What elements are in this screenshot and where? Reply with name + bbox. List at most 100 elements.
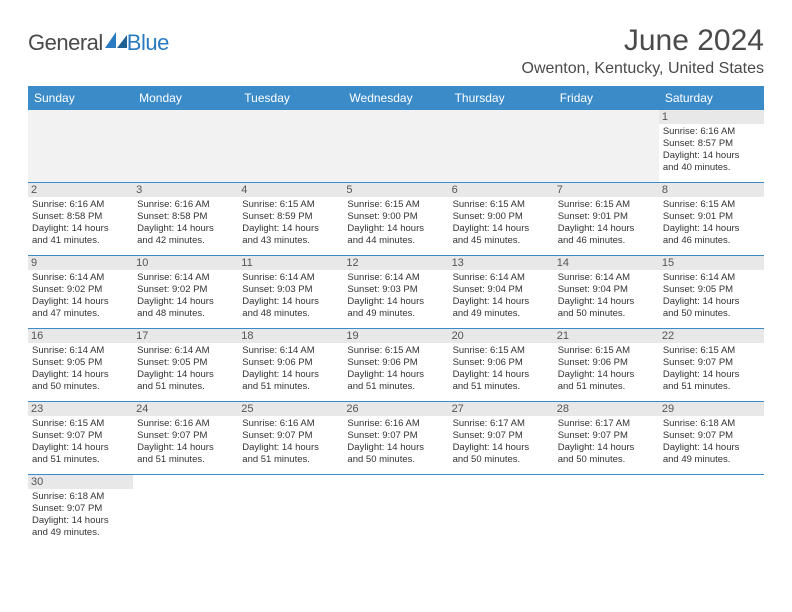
daylight-line: and 51 minutes.	[558, 381, 655, 393]
daylight-line: and 49 minutes.	[32, 527, 129, 539]
daylight-line: and 50 minutes.	[663, 308, 760, 320]
calendar-cell: 8Sunrise: 6:15 AMSunset: 9:01 PMDaylight…	[659, 183, 764, 255]
day-number: 1	[659, 110, 764, 124]
calendar-cell: 19Sunrise: 6:15 AMSunset: 9:06 PMDayligh…	[343, 329, 448, 401]
daylight-line: Daylight: 14 hours	[347, 223, 444, 235]
calendar-cell: 17Sunrise: 6:14 AMSunset: 9:05 PMDayligh…	[133, 329, 238, 401]
day-number: 28	[554, 402, 659, 416]
calendar-row: 16Sunrise: 6:14 AMSunset: 9:05 PMDayligh…	[28, 329, 764, 402]
weekday-header: Saturday	[659, 86, 764, 110]
daylight-line: Daylight: 14 hours	[347, 442, 444, 454]
daylight-line: and 51 minutes.	[137, 381, 234, 393]
daylight-line: Daylight: 14 hours	[663, 150, 760, 162]
calendar-cell-blank	[449, 110, 554, 182]
calendar-cell-blank	[449, 475, 554, 547]
daylight-line: and 44 minutes.	[347, 235, 444, 247]
calendar-cell-blank	[238, 475, 343, 547]
day-number: 13	[449, 256, 554, 270]
calendar-cell: 29Sunrise: 6:18 AMSunset: 9:07 PMDayligh…	[659, 402, 764, 474]
daylight-line: Daylight: 14 hours	[663, 296, 760, 308]
daylight-line: and 47 minutes.	[32, 308, 129, 320]
calendar-cell: 10Sunrise: 6:14 AMSunset: 9:02 PMDayligh…	[133, 256, 238, 328]
day-number: 23	[28, 402, 133, 416]
sunset-line: Sunset: 9:07 PM	[347, 430, 444, 442]
daylight-line: Daylight: 14 hours	[137, 296, 234, 308]
daylight-line: and 51 minutes.	[663, 381, 760, 393]
daylight-line: and 48 minutes.	[242, 308, 339, 320]
day-number: 11	[238, 256, 343, 270]
calendar-cell: 23Sunrise: 6:15 AMSunset: 9:07 PMDayligh…	[28, 402, 133, 474]
calendar-cell-blank	[659, 475, 764, 547]
daylight-line: and 51 minutes.	[32, 454, 129, 466]
daylight-line: and 50 minutes.	[32, 381, 129, 393]
sunset-line: Sunset: 9:02 PM	[32, 284, 129, 296]
daylight-line: and 51 minutes.	[347, 381, 444, 393]
daylight-line: and 50 minutes.	[453, 454, 550, 466]
calendar-cell: 11Sunrise: 6:14 AMSunset: 9:03 PMDayligh…	[238, 256, 343, 328]
sunset-line: Sunset: 9:07 PM	[558, 430, 655, 442]
daylight-line: Daylight: 14 hours	[137, 369, 234, 381]
sunrise-line: Sunrise: 6:18 AM	[32, 491, 129, 503]
calendar-cell-blank	[343, 110, 448, 182]
sunrise-line: Sunrise: 6:14 AM	[453, 272, 550, 284]
sunset-line: Sunset: 9:05 PM	[663, 284, 760, 296]
sunset-line: Sunset: 8:59 PM	[242, 211, 339, 223]
sunrise-line: Sunrise: 6:14 AM	[663, 272, 760, 284]
calendar-cell: 20Sunrise: 6:15 AMSunset: 9:06 PMDayligh…	[449, 329, 554, 401]
day-number: 20	[449, 329, 554, 343]
calendar-cell: 14Sunrise: 6:14 AMSunset: 9:04 PMDayligh…	[554, 256, 659, 328]
sunrise-line: Sunrise: 6:14 AM	[558, 272, 655, 284]
day-number: 6	[449, 183, 554, 197]
header: General Blue June 2024 Owenton, Kentucky…	[28, 24, 764, 78]
sunset-line: Sunset: 9:07 PM	[453, 430, 550, 442]
sunrise-line: Sunrise: 6:16 AM	[137, 418, 234, 430]
daylight-line: and 51 minutes.	[242, 381, 339, 393]
daylight-line: Daylight: 14 hours	[663, 369, 760, 381]
day-number: 17	[133, 329, 238, 343]
daylight-line: Daylight: 14 hours	[32, 223, 129, 235]
day-number: 7	[554, 183, 659, 197]
calendar-row: 1Sunrise: 6:16 AMSunset: 8:57 PMDaylight…	[28, 110, 764, 183]
calendar-cell: 4Sunrise: 6:15 AMSunset: 8:59 PMDaylight…	[238, 183, 343, 255]
sunrise-line: Sunrise: 6:14 AM	[137, 345, 234, 357]
daylight-line: Daylight: 14 hours	[242, 296, 339, 308]
sunset-line: Sunset: 9:06 PM	[453, 357, 550, 369]
daylight-line: Daylight: 14 hours	[453, 442, 550, 454]
sunrise-line: Sunrise: 6:14 AM	[137, 272, 234, 284]
weekday-header-row: Sunday Monday Tuesday Wednesday Thursday…	[28, 86, 764, 110]
day-number: 2	[28, 183, 133, 197]
daylight-line: Daylight: 14 hours	[32, 442, 129, 454]
daylight-line: Daylight: 14 hours	[558, 442, 655, 454]
daylight-line: Daylight: 14 hours	[453, 369, 550, 381]
calendar-cell: 18Sunrise: 6:14 AMSunset: 9:06 PMDayligh…	[238, 329, 343, 401]
daylight-line: and 49 minutes.	[663, 454, 760, 466]
sunrise-line: Sunrise: 6:15 AM	[663, 199, 760, 211]
daylight-line: Daylight: 14 hours	[347, 296, 444, 308]
day-number: 27	[449, 402, 554, 416]
daylight-line: and 46 minutes.	[558, 235, 655, 247]
calendar-cell: 6Sunrise: 6:15 AMSunset: 9:00 PMDaylight…	[449, 183, 554, 255]
calendar-cell: 24Sunrise: 6:16 AMSunset: 9:07 PMDayligh…	[133, 402, 238, 474]
sunset-line: Sunset: 9:03 PM	[242, 284, 339, 296]
sunrise-line: Sunrise: 6:15 AM	[558, 199, 655, 211]
daylight-line: Daylight: 14 hours	[32, 515, 129, 527]
daylight-line: Daylight: 14 hours	[558, 223, 655, 235]
day-number: 19	[343, 329, 448, 343]
sunrise-line: Sunrise: 6:14 AM	[242, 345, 339, 357]
daylight-line: and 51 minutes.	[137, 454, 234, 466]
day-number: 25	[238, 402, 343, 416]
sunrise-line: Sunrise: 6:17 AM	[453, 418, 550, 430]
day-number: 4	[238, 183, 343, 197]
calendar-cell: 1Sunrise: 6:16 AMSunset: 8:57 PMDaylight…	[659, 110, 764, 182]
month-title: June 2024	[522, 24, 765, 58]
sunrise-line: Sunrise: 6:16 AM	[242, 418, 339, 430]
calendar-grid: Sunday Monday Tuesday Wednesday Thursday…	[28, 86, 764, 547]
calendar-cell-blank	[133, 475, 238, 547]
calendar-cell: 12Sunrise: 6:14 AMSunset: 9:03 PMDayligh…	[343, 256, 448, 328]
calendar-cell-blank	[28, 110, 133, 182]
calendar-cell-blank	[343, 475, 448, 547]
calendar-cell: 28Sunrise: 6:17 AMSunset: 9:07 PMDayligh…	[554, 402, 659, 474]
location-subtitle: Owenton, Kentucky, United States	[522, 60, 765, 78]
calendar-page: General Blue June 2024 Owenton, Kentucky…	[0, 0, 792, 547]
calendar-cell: 13Sunrise: 6:14 AMSunset: 9:04 PMDayligh…	[449, 256, 554, 328]
